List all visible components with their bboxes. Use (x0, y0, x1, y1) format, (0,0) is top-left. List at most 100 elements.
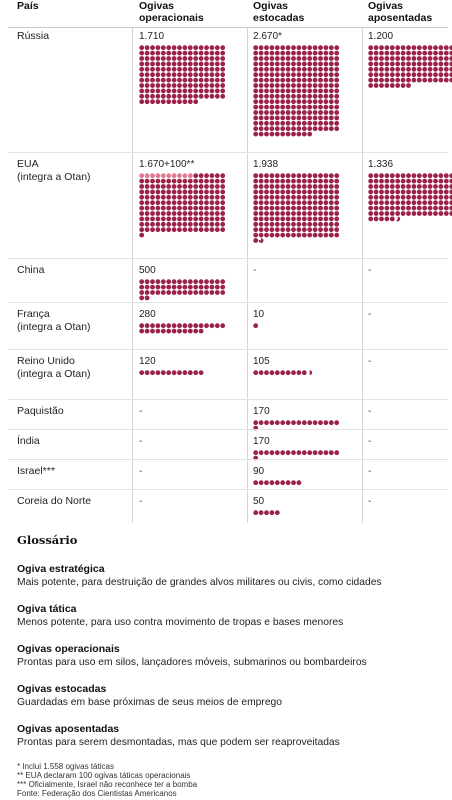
operational-value-russia: 1.710 (139, 31, 165, 42)
warhead-dot (449, 211, 452, 216)
warhead-dot (334, 420, 340, 426)
warhead-dot (264, 216, 269, 222)
warhead-dot (312, 61, 318, 67)
warhead-dot (328, 115, 334, 121)
warhead-dot (389, 173, 395, 179)
warhead-dot (395, 189, 401, 195)
warhead-dot (379, 61, 384, 67)
warhead-dot (269, 83, 275, 88)
warhead-dot (198, 189, 204, 195)
warhead-dot (323, 216, 329, 222)
warhead-dot (198, 83, 204, 88)
warhead-dot (301, 227, 307, 233)
warhead-dot (296, 72, 302, 78)
warhead-dot (258, 216, 264, 222)
warhead-dot (285, 205, 291, 211)
warhead-dot (264, 227, 269, 233)
warhead-dot (187, 88, 193, 94)
warhead-dot (406, 173, 411, 179)
warhead-dot (328, 66, 334, 72)
warhead-dot (269, 200, 275, 206)
warhead-dot (400, 45, 406, 51)
warhead-dot (291, 56, 296, 61)
country-label-franca: França (integra a Otan) (17, 308, 91, 334)
warhead-dot (198, 93, 204, 99)
warhead-dot (318, 216, 323, 222)
warhead-dot (150, 88, 155, 94)
warhead-dot (328, 56, 334, 61)
warhead-dot (198, 284, 204, 290)
warhead-dot (220, 211, 226, 216)
warhead-dot (318, 173, 323, 179)
warhead-dot (160, 370, 166, 376)
warhead-dot (301, 110, 307, 115)
warhead-dot (368, 200, 374, 206)
warhead-dot (144, 290, 150, 295)
warhead-dot (334, 200, 340, 206)
warhead-dot (379, 50, 384, 56)
warhead-dot (171, 189, 177, 195)
warhead-dot (379, 216, 384, 222)
warhead-dot (296, 99, 302, 105)
warhead-dot (220, 45, 226, 51)
warhead-dot (171, 72, 177, 78)
warhead-dot (296, 370, 302, 376)
warhead-dot (214, 72, 220, 78)
warhead-dot (177, 45, 182, 51)
warhead-dot (328, 227, 334, 233)
warhead-dot (416, 77, 422, 83)
tactical-warhead-dot (139, 173, 145, 179)
warhead-dot (139, 205, 145, 211)
warhead-dot (177, 66, 182, 72)
glossary-def-tactical: Menos potente, para uso contra movimento… (17, 617, 344, 628)
warhead-dot (269, 232, 275, 238)
warhead-dot (318, 50, 323, 56)
warhead-dot (258, 227, 264, 233)
warhead-dot (443, 66, 449, 72)
warhead-dot (193, 83, 199, 88)
warhead-dot (400, 178, 406, 184)
stockpiled-value-israel: 90 (253, 466, 265, 477)
warhead-dot (150, 290, 155, 295)
footnote-2: ** EUA declaram 100 ogivas táticas opera… (17, 771, 191, 780)
warhead-dot (427, 200, 433, 206)
warhead-dot (187, 216, 193, 222)
warhead-dot (193, 178, 199, 184)
warhead-dot (258, 45, 264, 51)
warhead-dot (411, 184, 417, 189)
warhead-dot (318, 450, 323, 456)
warhead-dot (253, 88, 259, 94)
header-stockpiled-line1: Ogivas (253, 0, 289, 12)
warhead-dot (296, 216, 302, 222)
warhead-dot (166, 323, 172, 329)
warhead-dot (443, 77, 449, 83)
warhead-dot (269, 77, 275, 83)
warhead-dot (171, 279, 177, 285)
warhead-dot (411, 61, 417, 67)
warhead-dot (150, 45, 155, 51)
warhead-dot (312, 45, 318, 51)
warhead-dot (214, 279, 220, 285)
source-note: Fonte: Federação dos Cientistas American… (17, 789, 177, 798)
warhead-dot (220, 323, 226, 329)
warhead-dot (285, 216, 291, 222)
warhead-dot (296, 232, 302, 238)
warhead-dot (416, 45, 422, 51)
warhead-dot (274, 480, 280, 486)
warhead-dot (318, 115, 323, 121)
warhead-dot (280, 83, 286, 88)
warhead-dot (269, 72, 275, 78)
warhead-dot (318, 88, 323, 94)
warhead-dot (144, 370, 150, 376)
warhead-dot (258, 189, 264, 195)
warhead-dot (258, 221, 264, 227)
warhead-dot (139, 61, 145, 67)
warhead-dot (368, 83, 374, 88)
warhead-dot (291, 83, 296, 88)
warhead-dot (209, 50, 215, 56)
warhead-dot (177, 93, 182, 99)
warhead-dot (307, 205, 313, 211)
warhead-dot (220, 72, 226, 78)
warhead-dot (182, 66, 188, 72)
warhead-dot (214, 216, 220, 222)
